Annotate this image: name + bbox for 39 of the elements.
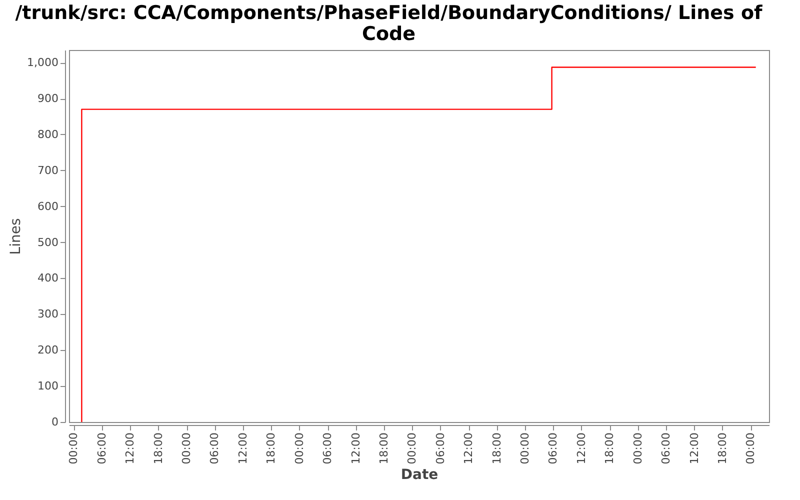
- y-tick-label: 300: [38, 308, 58, 321]
- x-tick-label: 06:00: [95, 432, 108, 464]
- x-tick-label: 18:00: [377, 432, 390, 464]
- chart-title: /trunk/src: CCA/Components/PhaseField/BoundaryConditions/ Lines of Code: [15, 2, 764, 45]
- x-tick-label: 12:00: [462, 432, 476, 464]
- x-tick-label: 18:00: [264, 432, 278, 464]
- x-tick-label: 00:00: [518, 432, 532, 464]
- x-tick-label: 06:00: [434, 432, 447, 464]
- x-tick-label: 18:00: [716, 432, 729, 464]
- x-tick-label: 00:00: [180, 432, 194, 464]
- y-axis-title: Lines: [8, 218, 24, 255]
- x-tick-label: 06:00: [660, 432, 673, 464]
- x-tick-label: 00:00: [631, 432, 644, 464]
- x-tick-label: 06:00: [208, 432, 222, 464]
- x-tick-label: 12:00: [124, 432, 137, 464]
- y-tick-label: 1,000: [27, 56, 58, 70]
- y-tick-label: 800: [38, 128, 58, 141]
- x-tick-label: 00:00: [292, 432, 306, 464]
- x-tick-label: 00:00: [406, 432, 419, 464]
- x-tick-label: 12:00: [574, 432, 588, 464]
- y-tick-label: 500: [38, 236, 58, 249]
- x-tick-label: 00:00: [67, 432, 80, 464]
- y-tick-label: 600: [38, 200, 58, 213]
- y-tick-label: 0: [52, 416, 58, 428]
- y-tick-label: 900: [38, 92, 58, 106]
- y-tick-label: 400: [38, 272, 58, 285]
- y-tick-label: 200: [38, 344, 58, 357]
- x-tick-label: 18:00: [603, 432, 616, 464]
- y-tick-label: 100: [38, 380, 58, 393]
- x-tick-label: 00:00: [744, 432, 758, 464]
- y-tick-label: 700: [38, 164, 58, 177]
- x-tick-label: 12:00: [236, 432, 250, 464]
- x-tick-label: 06:00: [321, 432, 334, 464]
- x-tick-label: 12:00: [349, 432, 362, 464]
- x-tick-label: 12:00: [688, 432, 701, 464]
- x-tick-label: 18:00: [490, 432, 504, 464]
- x-axis-title: Date: [400, 467, 438, 484]
- x-tick-label: 18:00: [152, 432, 165, 464]
- x-tick-label: 06:00: [546, 432, 560, 464]
